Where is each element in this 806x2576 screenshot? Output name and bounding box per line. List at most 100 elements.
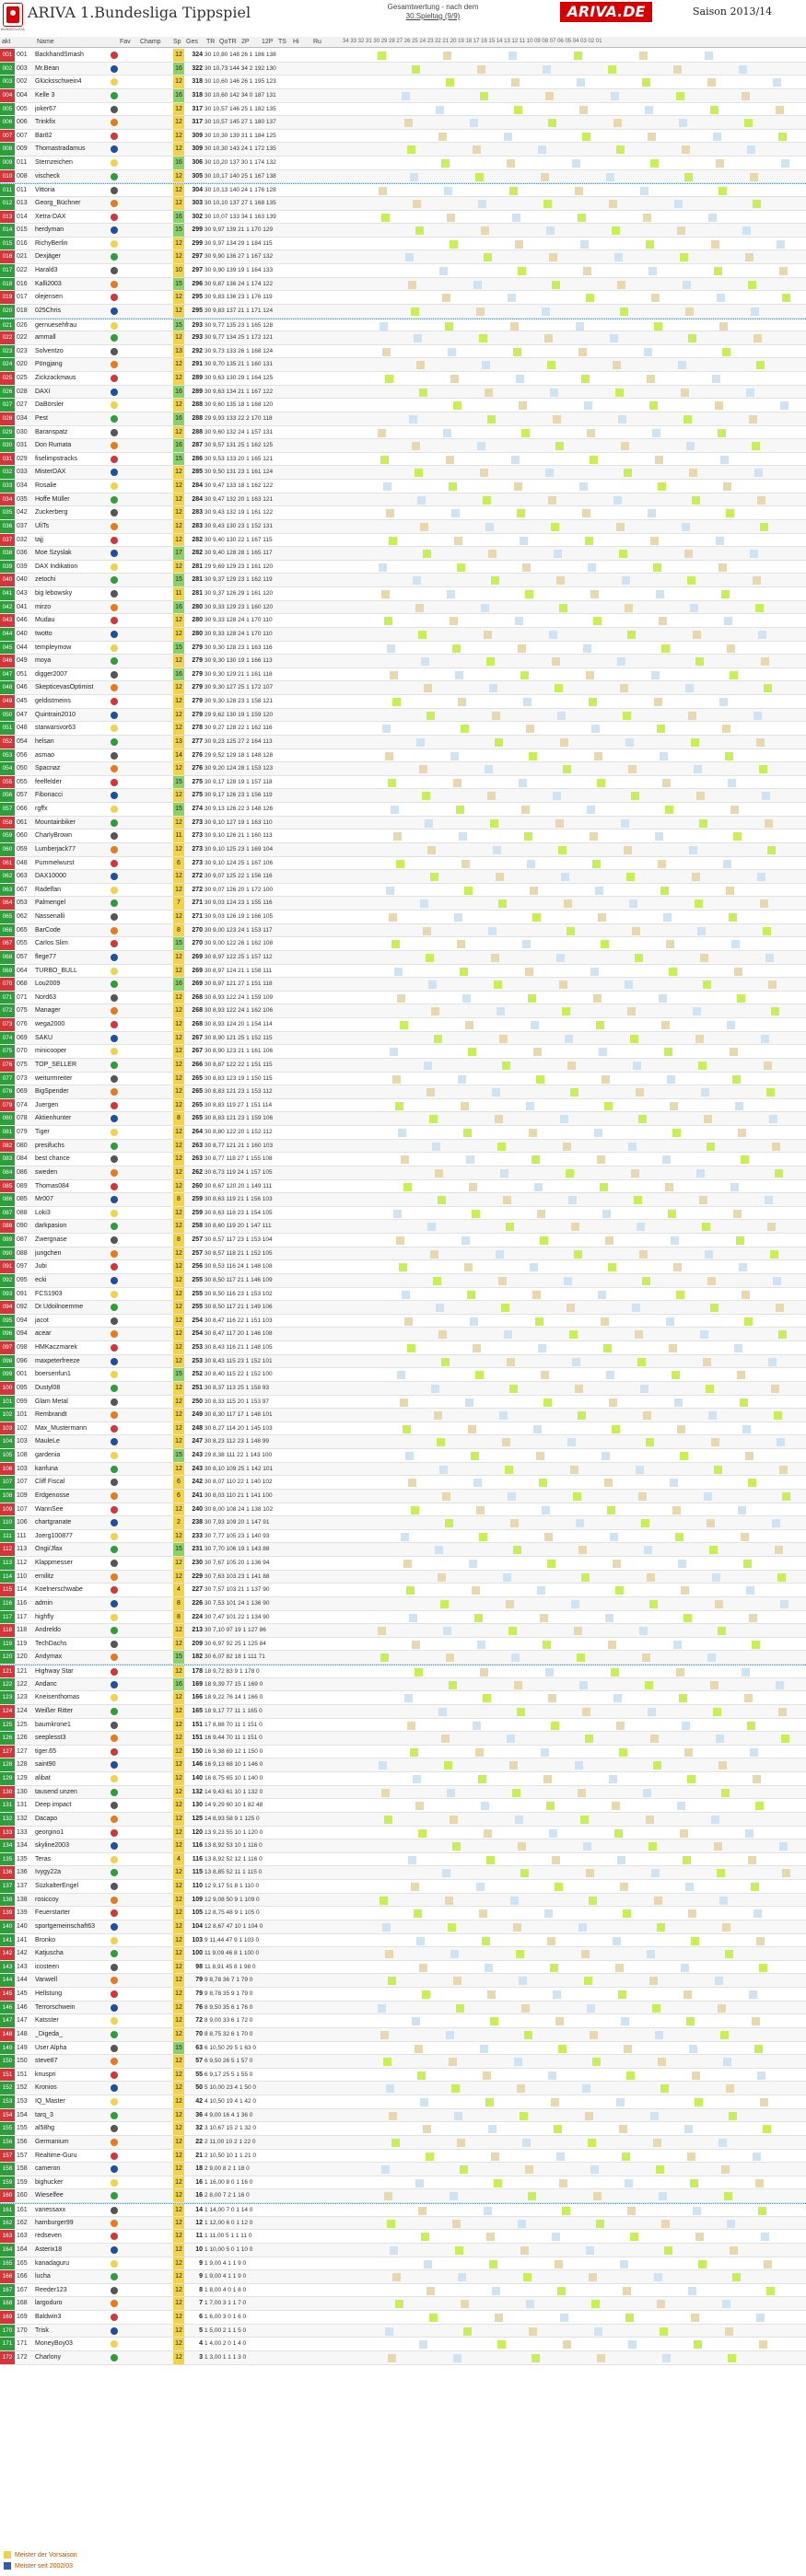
- player-name-link[interactable]: helsan: [35, 737, 54, 745]
- player-name-link[interactable]: Katsster: [35, 2017, 59, 2025]
- player-name-link[interactable]: Andymax: [35, 1654, 63, 1661]
- player-name-link[interactable]: moya: [35, 657, 52, 665]
- player-name-link[interactable]: Radelfan: [35, 886, 62, 893]
- player-name-link[interactable]: Highway Star: [35, 1668, 74, 1675]
- player-name-link[interactable]: cameron: [35, 2165, 61, 2173]
- player-name-link[interactable]: vischeck: [35, 172, 60, 180]
- player-name-link[interactable]: DAX10000: [35, 873, 66, 880]
- player-name-link[interactable]: SkepticevasOptimist: [35, 684, 94, 691]
- player-name-link[interactable]: Germanium: [35, 2138, 69, 2145]
- player-name-link[interactable]: wega2000: [35, 1021, 65, 1027]
- player-name-link[interactable]: sweden: [35, 1168, 58, 1176]
- player-name-link[interactable]: feelfelder: [35, 778, 62, 785]
- player-name-link[interactable]: vanessaxx: [35, 2207, 66, 2213]
- player-name-link[interactable]: acear: [35, 1330, 52, 1338]
- player-name-link[interactable]: Katjuscha: [35, 1950, 64, 1957]
- player-name-link[interactable]: twotto: [35, 630, 53, 637]
- player-name-link[interactable]: MisterDAX: [35, 469, 66, 476]
- player-name-link[interactable]: ernilitz: [35, 1572, 54, 1580]
- player-name-link[interactable]: Charlony: [35, 2353, 62, 2361]
- player-name-link[interactable]: admin: [35, 1599, 53, 1607]
- player-name-link[interactable]: tiger.65: [35, 1747, 56, 1755]
- player-name-link[interactable]: ecki: [35, 1276, 47, 1283]
- player-name-link[interactable]: Don Rumata: [35, 442, 72, 449]
- player-name-link[interactable]: zetochi: [35, 576, 56, 584]
- player-name-link[interactable]: Rembrandt: [35, 1411, 67, 1419]
- player-name-link[interactable]: Mountainbiker: [35, 818, 76, 826]
- player-name-link[interactable]: Tiger: [35, 1129, 50, 1135]
- player-name-link[interactable]: DaBörsler: [35, 401, 64, 409]
- player-name-link[interactable]: Glam Metal: [35, 1398, 68, 1405]
- player-name-link[interactable]: rgffx: [35, 806, 48, 812]
- player-name-link[interactable]: Pöngjang: [35, 361, 63, 368]
- player-name-link[interactable]: Mudau: [35, 617, 55, 624]
- player-name-link[interactable]: Dexjäger: [35, 253, 62, 261]
- player-name-link[interactable]: Georg_Büchner: [35, 199, 81, 206]
- player-name-link[interactable]: Mr.Bean: [35, 64, 60, 72]
- player-name-link[interactable]: Feuerstarter: [35, 1909, 71, 1917]
- player-name-link[interactable]: FCS1903: [35, 1290, 63, 1297]
- player-name-link[interactable]: 025Chris: [35, 307, 62, 314]
- player-name-link[interactable]: Quintrain2010: [35, 711, 76, 718]
- player-name-link[interactable]: RichyBerlin: [35, 239, 68, 247]
- player-name-link[interactable]: Wieselfee: [35, 2192, 64, 2199]
- player-name-link[interactable]: Dr.Udoilnoemme: [35, 1304, 84, 1311]
- player-name-link[interactable]: Hellstung: [35, 1990, 63, 1997]
- player-name-link[interactable]: TURBO_BULL: [35, 967, 77, 974]
- player-name-link[interactable]: Nord63: [35, 993, 56, 1001]
- player-name-link[interactable]: Thomas084: [35, 1182, 69, 1189]
- player-name-link[interactable]: UliTs: [35, 522, 50, 529]
- player-name-link[interactable]: Rosalie: [35, 482, 57, 489]
- player-name-link[interactable]: Mr007: [35, 1196, 53, 1203]
- player-name-link[interactable]: Erdgenosse: [35, 1491, 70, 1499]
- player-name-link[interactable]: olejensen: [35, 294, 63, 301]
- player-name-link[interactable]: CharlyBrown: [35, 832, 73, 840]
- player-name-link[interactable]: Zuckerberg: [35, 509, 68, 516]
- player-name-link[interactable]: redseven: [35, 2233, 62, 2240]
- player-name-link[interactable]: gernuesehfrau: [35, 321, 77, 329]
- player-name-link[interactable]: Xetra-DAX: [35, 213, 66, 220]
- player-name-link[interactable]: TOP_SELLER: [35, 1061, 77, 1068]
- player-name-link[interactable]: Trisk: [35, 2327, 49, 2334]
- player-name-link[interactable]: Nassenalli: [35, 913, 65, 920]
- player-name-link[interactable]: Koelnerschwabe: [35, 1586, 83, 1594]
- player-name-link[interactable]: Vanwell: [35, 1977, 57, 1984]
- player-name-link[interactable]: BackhandSmash: [35, 52, 84, 58]
- player-name-link[interactable]: darkpasion: [35, 1223, 67, 1230]
- player-name-link[interactable]: SAKU: [35, 1034, 53, 1041]
- player-name-link[interactable]: hamburger99: [35, 2219, 74, 2226]
- player-name-link[interactable]: Ivygy22a: [35, 1869, 62, 1876]
- player-name-link[interactable]: Cliff Fiscal: [35, 1479, 65, 1486]
- player-name-link[interactable]: largoduro: [35, 2300, 63, 2307]
- player-name-link[interactable]: minicooper: [35, 1048, 67, 1055]
- player-name-link[interactable]: Andanc: [35, 1680, 57, 1688]
- player-name-link[interactable]: Kelle 3: [35, 91, 55, 99]
- player-name-link[interactable]: Klappmesser: [35, 1560, 73, 1566]
- player-name-link[interactable]: Hoffe Müller: [35, 495, 70, 503]
- player-name-link[interactable]: Realtime-Guru: [35, 2152, 77, 2159]
- player-name-link[interactable]: Bär82: [35, 132, 53, 139]
- player-name-link[interactable]: rosiccoy: [35, 1896, 59, 1903]
- player-name-link[interactable]: jacot: [35, 1317, 49, 1324]
- player-name-link[interactable]: Ongi/Jfax: [35, 1546, 63, 1553]
- player-name-link[interactable]: Loki3: [35, 1209, 51, 1216]
- player-name-link[interactable]: Dacapo: [35, 1815, 58, 1822]
- player-name-link[interactable]: Manager: [35, 1007, 61, 1015]
- player-name-link[interactable]: Kneisenthomas: [35, 1694, 80, 1701]
- player-name-link[interactable]: tajj: [35, 536, 43, 543]
- player-name-link[interactable]: asmao: [35, 751, 55, 759]
- player-name-link[interactable]: Vittoria: [35, 187, 55, 194]
- player-name-link[interactable]: DAXI: [35, 388, 51, 395]
- player-name-link[interactable]: Aktienhunter: [35, 1115, 72, 1122]
- player-name-link[interactable]: tausend unzen: [35, 1788, 77, 1795]
- player-name-link[interactable]: HMKaczmarek: [35, 1344, 77, 1351]
- player-name-link[interactable]: User Alpha: [35, 2044, 67, 2051]
- ariva-brand-logo[interactable]: ARIVA.DE: [560, 2, 652, 22]
- player-name-link[interactable]: presifuchs: [35, 1142, 64, 1149]
- player-name-link[interactable]: Baldwin3: [35, 2314, 62, 2320]
- player-name-link[interactable]: georgino1: [35, 1828, 64, 1836]
- player-name-link[interactable]: gardenia: [35, 1452, 61, 1458]
- player-name-link[interactable]: TechDachs: [35, 1640, 67, 1647]
- player-name-link[interactable]: Spacnaz: [35, 765, 61, 772]
- player-name-link[interactable]: knuspri: [35, 2071, 56, 2078]
